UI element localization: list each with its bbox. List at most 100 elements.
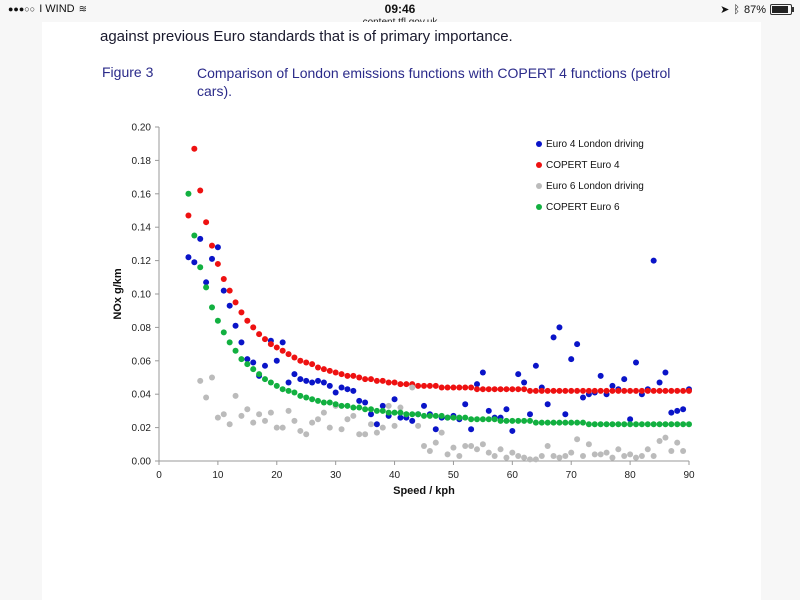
point-euro-6-london-driving [279,424,286,431]
point-copert-euro-6 [656,421,663,428]
point-euro-6-london-driving [214,414,221,421]
point-euro-4-london-driving [462,401,469,408]
point-copert-euro-6 [627,421,634,428]
point-copert-euro-6 [562,419,569,426]
point-euro-4-london-driving [279,339,286,346]
point-copert-euro-4 [309,361,316,368]
point-copert-euro-6 [391,409,398,416]
point-copert-euro-6 [591,421,598,428]
point-euro-4-london-driving [203,279,210,286]
point-copert-euro-4 [485,386,492,393]
point-euro-6-london-driving [532,456,539,463]
point-copert-euro-6 [662,421,669,428]
point-copert-euro-4 [686,387,692,394]
point-euro-4-london-driving [185,254,192,261]
point-copert-euro-6 [344,402,351,409]
x-tick-label: 50 [448,470,460,481]
clock: 09:46 [384,2,416,16]
point-copert-euro-4 [320,366,327,373]
point-copert-euro-4 [591,387,598,394]
point-euro-4-london-driving [627,416,634,423]
y-tick-label: 0.12 [132,256,152,267]
point-euro-4-london-driving [527,411,533,418]
point-euro-4-london-driving [650,257,657,264]
point-copert-euro-4 [250,324,257,331]
point-euro-6-london-driving [197,377,204,384]
point-copert-euro-4 [674,387,681,394]
body-text: against previous Euro standards that is … [100,28,513,45]
point-euro-6-london-driving [267,409,274,416]
point-copert-euro-4 [503,386,510,393]
point-euro-4-london-driving [680,406,687,413]
point-euro-6-london-driving [603,449,610,456]
point-euro-6-london-driving [497,446,504,453]
point-copert-euro-6 [556,419,563,426]
point-euro-6-london-driving [509,449,516,456]
point-copert-euro-4 [297,357,304,364]
battery-percent: 87% [743,3,766,16]
point-copert-euro-6 [226,339,233,346]
point-euro-4-london-driving [432,426,439,433]
point-euro-4-london-driving [662,369,669,376]
bluetooth-icon: ᛒ [733,3,740,16]
point-euro-4-london-driving [597,372,604,379]
point-copert-euro-4 [450,384,457,391]
x-axis-title: Speed / kph [393,485,455,497]
legend-marker-euro-6-london-driving [536,183,542,189]
point-euro-6-london-driving [680,447,687,454]
point-copert-euro-6 [385,409,392,416]
point-euro-6-london-driving [320,409,327,416]
point-copert-euro-6 [267,379,274,386]
location-icon: ➤ [720,4,730,16]
point-copert-euro-4 [644,387,651,394]
point-copert-euro-4 [438,384,445,391]
point-euro-4-london-driving [273,357,280,364]
point-euro-4-london-driving [332,389,339,396]
point-euro-4-london-driving [544,401,551,408]
point-copert-euro-6 [503,417,510,424]
point-euro-6-london-driving [650,452,657,459]
point-euro-6-london-driving [450,444,457,451]
point-copert-euro-4 [244,317,251,324]
point-euro-6-london-driving [297,427,304,434]
point-copert-euro-4 [568,387,575,394]
x-tick-label: 20 [271,470,283,481]
y-tick-label: 0.20 [132,123,152,134]
point-copert-euro-4 [291,354,298,361]
point-euro-4-london-driving [421,402,427,409]
point-copert-euro-6 [603,421,610,428]
point-euro-6-london-driving [662,434,669,441]
point-copert-euro-6 [574,419,581,426]
point-euro-6-london-driving [350,412,357,419]
point-copert-euro-6 [197,264,204,271]
point-copert-euro-6 [362,406,369,413]
point-copert-euro-6 [538,419,545,426]
point-euro-4-london-driving [409,417,416,424]
point-euro-6-london-driving [303,431,310,438]
figure-label: Figure 3 [102,64,154,80]
point-copert-euro-4 [285,351,292,358]
point-euro-6-london-driving [550,452,557,459]
point-euro-4-london-driving [550,334,557,341]
point-euro-4-london-driving [515,371,522,378]
status-left: ●●●○○ I WIND ≋ [8,3,87,15]
point-euro-4-london-driving [226,302,233,309]
point-copert-euro-4 [279,347,286,354]
point-copert-euro-4 [615,387,622,394]
point-copert-euro-6 [285,387,292,394]
point-copert-euro-6 [474,416,480,423]
point-copert-euro-4 [550,387,557,394]
point-euro-4-london-driving [262,362,268,369]
point-copert-euro-4 [432,382,439,389]
point-copert-euro-4 [574,387,581,394]
point-euro-6-london-driving [503,454,510,461]
point-copert-euro-6 [309,396,316,403]
point-euro-6-london-driving [256,411,263,418]
point-copert-euro-6 [521,417,528,424]
point-euro-6-london-driving [444,451,451,458]
point-euro-4-london-driving [197,235,204,242]
document-page: against previous Euro standards that is … [42,22,761,600]
point-copert-euro-4 [497,386,504,393]
point-copert-euro-4 [468,384,475,391]
point-euro-6-london-driving [385,402,392,409]
